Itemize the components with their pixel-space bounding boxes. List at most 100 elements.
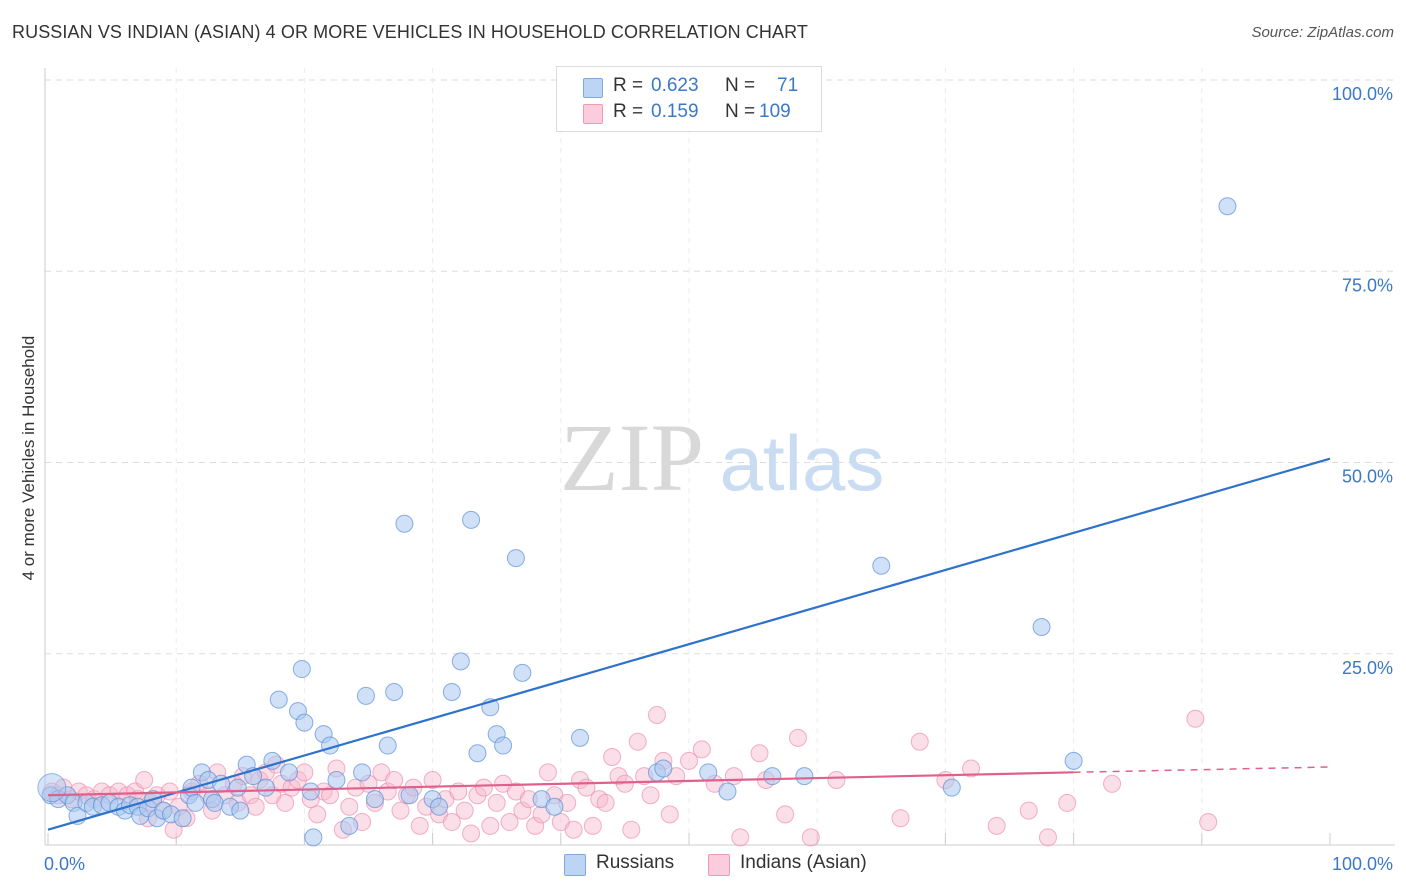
russians-point [378,736,397,755]
y-tick-label: 50.0% [1342,467,1393,487]
indians-point [603,748,622,767]
x-tick-label-max: 100.0% [1332,854,1393,874]
indians-point [641,786,660,805]
russians-trend-line [47,457,1331,831]
indians-point [660,805,679,824]
n-label: N = [725,75,756,96]
indians-point [423,770,442,789]
russians-point [395,514,414,533]
legend-indians-label: Indians (Asian) [740,852,867,873]
indians-point [526,816,545,835]
russians-point [292,660,311,679]
russians-point [280,763,299,782]
indians-swatch [583,104,603,124]
russians-point [718,782,737,801]
r-label: R = [613,75,644,96]
russians-point [654,759,673,778]
indians-point [628,732,647,751]
indians-point [1103,774,1122,793]
russians-point [506,549,525,568]
tick-labels: 100.0% 75.0% 50.0% 25.0% 0.0% 100.0% 4 or more… [19,84,1393,874]
watermark: ZIP atlas [560,404,884,511]
indians-point [455,801,474,820]
russians-point [430,797,449,816]
russians-point [494,736,513,755]
indians-point [135,770,154,789]
r-label: R = [613,101,644,122]
russians-point [186,793,205,812]
indians-point [622,820,641,839]
russians-point [1032,617,1051,636]
indians-point [609,767,628,786]
indians-point [647,705,666,724]
russians-point [763,767,782,786]
indians-point [692,740,711,759]
indians-trend-extension [1073,766,1331,774]
indians-point [513,801,532,820]
indians-point [474,778,493,797]
russians-point [228,778,247,797]
indians-trend-line [47,771,1074,797]
indians-point [1019,801,1038,820]
watermark-zip: ZIP [560,404,704,511]
y-tick-label: 100.0% [1332,84,1393,104]
legend-indians-swatch [708,854,730,876]
russians-point [385,683,404,701]
indians-point [731,828,750,847]
russians-point [256,778,275,797]
russians-point [1218,197,1237,216]
russians-point [301,782,320,801]
indians-point [891,809,910,828]
indians-point [962,759,981,778]
russians-point [231,801,250,820]
russians-point [304,828,323,847]
x-tick-label-min: 0.0% [44,854,85,874]
russians-point [205,793,224,812]
axes [44,68,1395,846]
indians-point [788,728,807,747]
indians-point [615,774,634,793]
russians-point [872,556,891,575]
russians-point [451,652,470,671]
indians-point [776,805,795,824]
indians-point [246,797,265,816]
indians-point [1186,709,1205,728]
russians-point [699,763,718,782]
indians-point [987,816,1006,835]
y-tick-label: 25.0% [1342,658,1393,678]
russians-point [462,510,481,529]
indians-point [442,813,461,832]
indians-point [481,816,500,835]
indians-point [321,786,340,805]
russians-point [353,763,372,782]
indians-point [385,770,404,789]
indians-point [1038,828,1057,847]
y-axis-title: 4 or more Vehicles in Household [19,336,38,581]
indians-point [500,813,519,832]
indians-point [750,744,769,763]
indians-point [468,786,487,805]
source-label: Source: ZipAtlas.com [1251,24,1394,41]
indians-point [1058,793,1077,812]
n-value: 71 [777,75,799,96]
russians-swatch [583,78,603,98]
russians-point [442,683,461,701]
chart-title: RUSSIAN VS INDIAN (ASIAN) 4 OR MORE VEHI… [12,22,808,42]
russians-point [327,770,346,789]
russians-point-cluster [37,773,67,803]
indians-point [1199,813,1218,832]
indians-point [308,805,327,824]
r-value: 0.159 [651,101,699,122]
watermark-atlas: atlas [720,419,885,507]
indians-point [596,793,615,812]
indians-point [827,770,846,789]
n-label: N = [725,101,756,122]
n-value: 109 [759,101,791,122]
russians-point [269,690,288,709]
russians-point [340,816,359,835]
russians-point [468,744,487,763]
indians-point [564,820,583,839]
indians-point [487,793,506,812]
indians-point [340,797,359,816]
